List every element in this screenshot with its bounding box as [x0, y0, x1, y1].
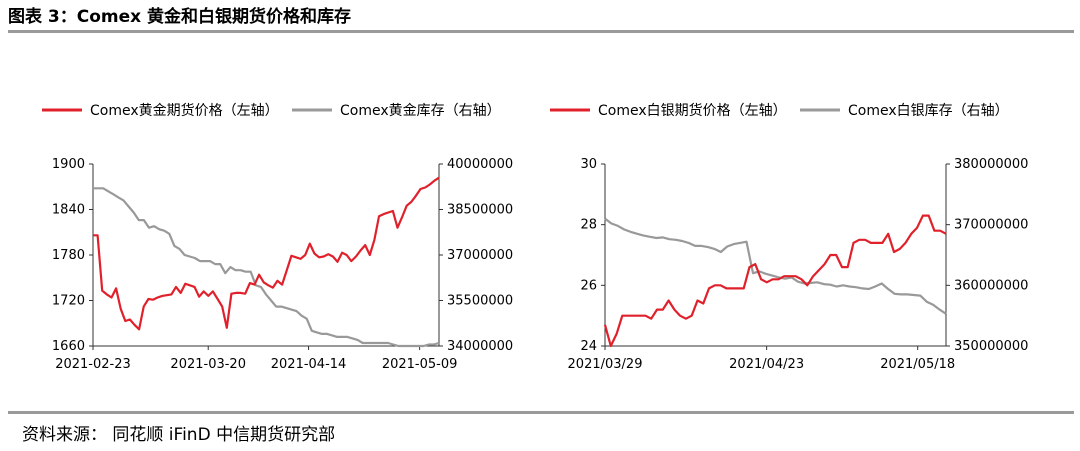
right-tick-label: 380000000 — [954, 157, 1028, 172]
right-tick-label: 38500000 — [447, 203, 513, 218]
legend-label-price: Comex白银期货价格（左轴） — [598, 102, 787, 119]
right-tick-label: 35500000 — [447, 294, 513, 309]
right-tick-label: 40000000 — [447, 157, 513, 172]
figure-title: 图表 3：Comex 黄金和白银期货价格和库存 — [8, 7, 352, 27]
right-tick-label: 370000000 — [954, 218, 1028, 233]
bottom-divider — [8, 411, 1074, 414]
left-tick-label: 30 — [580, 157, 597, 172]
source-note: 资料来源： 同花顺 iFinD 中信期货研究部 — [22, 425, 336, 445]
right-tick-label: 37000000 — [447, 248, 513, 263]
legend-label-inventory: Comex白银库存（右轴） — [848, 103, 1009, 119]
x-tick-label: 2021/05/18 — [880, 357, 955, 372]
left-tick-label: 1660 — [52, 339, 85, 354]
left-tick-label: 26 — [580, 278, 597, 293]
x-tick-label: 2021-04-14 — [271, 357, 347, 372]
left-tick-label: 24 — [580, 339, 597, 354]
right-tick-label: 350000000 — [954, 339, 1028, 354]
series-line-price — [93, 176, 440, 331]
top-divider — [8, 30, 1074, 33]
x-tick-label: 2021-02-23 — [55, 357, 131, 372]
left-tick-label: 1900 — [52, 157, 85, 172]
gold-chart: Comex黄金期货价格（左轴） Comex黄金库存（右轴） 1660 1720 1780… — [42, 102, 513, 372]
x-tick-label: 2021/03/29 — [568, 357, 643, 372]
silver-chart: Comex白银期货价格（左轴） Comex白银库存（右轴） 24 26 28 30 3500… — [550, 102, 1028, 372]
series-line-inventory — [93, 187, 440, 348]
series-line-price — [603, 214, 947, 348]
right-tick-label: 34000000 — [447, 339, 513, 354]
left-tick-label: 1780 — [52, 248, 85, 263]
left-tick-label: 1720 — [52, 294, 85, 309]
left-tick-label: 1840 — [52, 203, 85, 218]
left-tick-label: 28 — [580, 218, 597, 233]
legend-label-price: Comex黄金期货价格（左轴） — [90, 102, 279, 119]
right-tick-label: 360000000 — [954, 278, 1028, 293]
x-tick-label: 2021-03-20 — [170, 357, 246, 372]
legend-label-inventory: Comex黄金库存（右轴） — [340, 102, 501, 119]
x-tick-label: 2021-05-09 — [382, 357, 458, 372]
x-tick-label: 2021/04/23 — [729, 357, 804, 372]
series-line-inventory — [604, 217, 947, 315]
